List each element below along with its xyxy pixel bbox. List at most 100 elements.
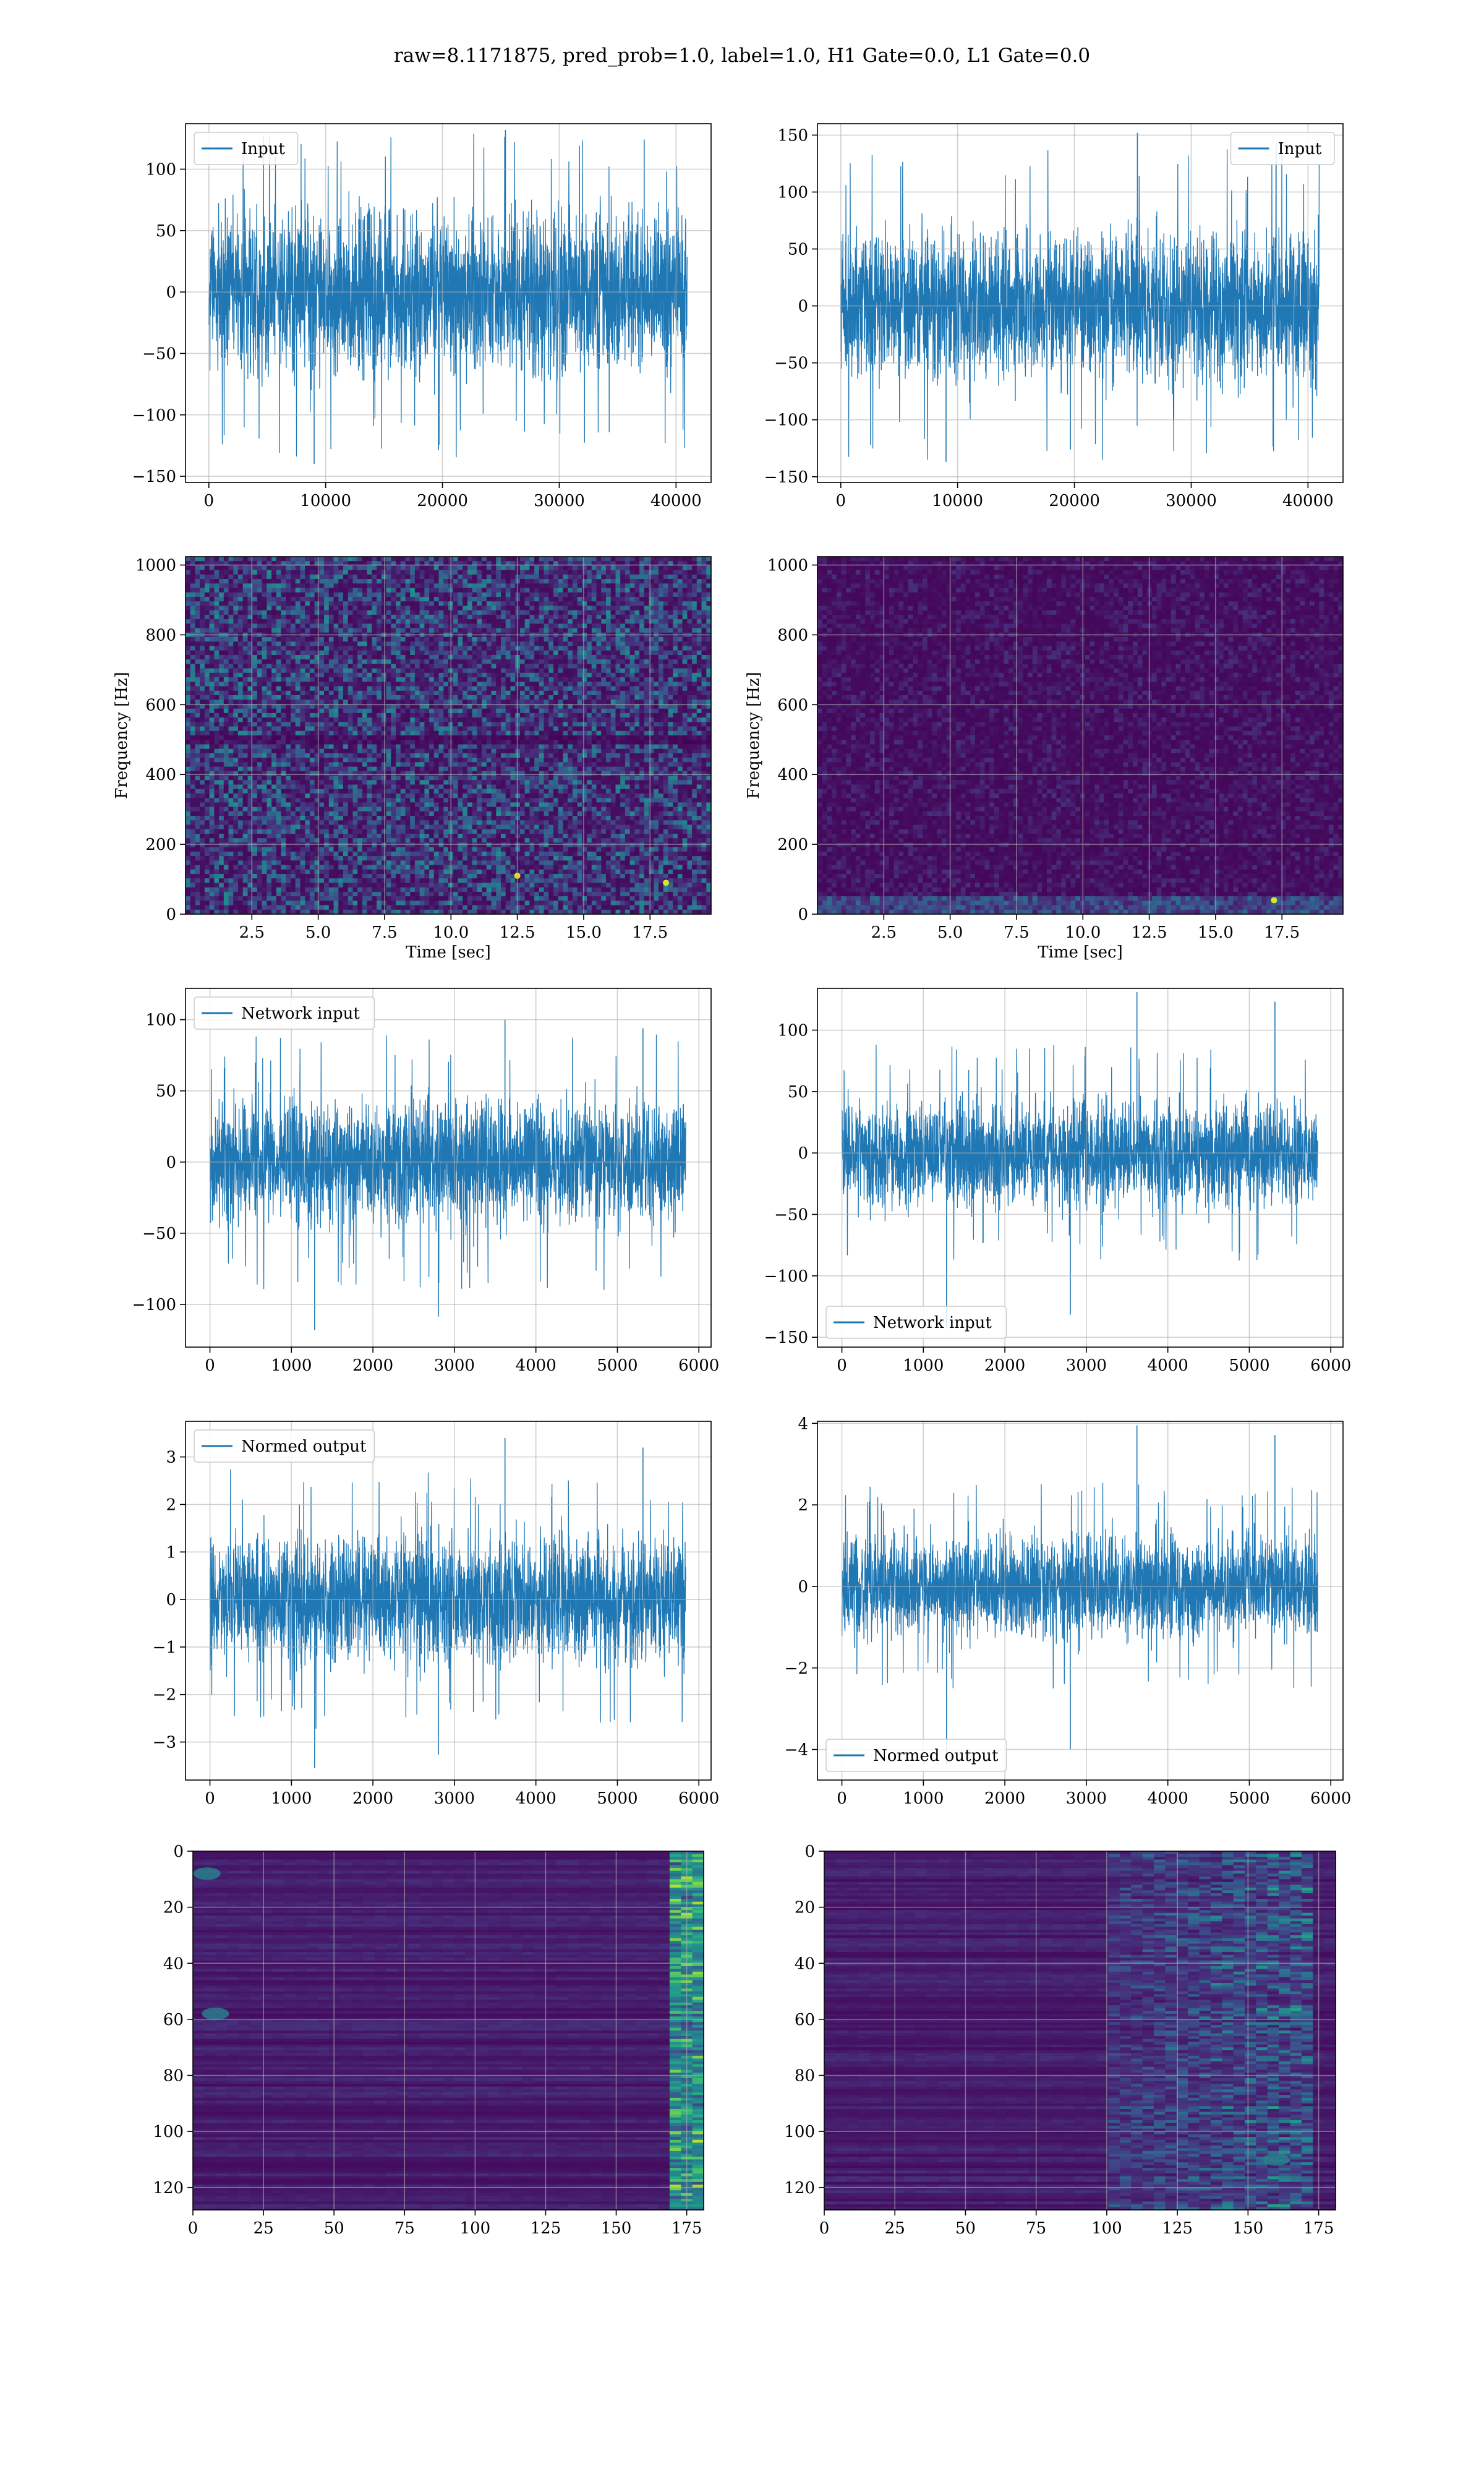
heatmap-cell [429, 753, 435, 758]
heatmap-cell [625, 690, 631, 696]
heatmap-cell [186, 682, 191, 687]
heatmap-cell [563, 619, 568, 624]
heatmap-cell [209, 588, 215, 593]
heatmap-cell [324, 735, 330, 740]
heatmap-cell [467, 708, 473, 714]
heatmap-cell [372, 628, 377, 633]
heatmap-cell [262, 700, 267, 704]
heatmap-cell [582, 570, 587, 575]
heatmap-cell [372, 753, 377, 758]
plot-area-input-h1 [186, 124, 711, 482]
heatmap-cell [591, 570, 597, 575]
heatmap-cell [649, 606, 654, 611]
heatmap-cell [367, 650, 372, 656]
heatmap-cell [233, 740, 239, 745]
heatmap-cell [433, 641, 440, 647]
heatmap-cell [352, 574, 358, 580]
heatmap-cell [524, 619, 530, 624]
heatmap-cell [429, 708, 435, 714]
heatmap-cell [687, 668, 693, 674]
heatmap-cell [362, 700, 368, 704]
heatmap-cell [501, 557, 506, 562]
heatmap-cell [539, 606, 545, 611]
heatmap-cell [391, 570, 396, 575]
heatmap-cell [654, 610, 659, 615]
heatmap-cell [200, 655, 205, 660]
heatmap-cell [524, 740, 530, 745]
heatmap-cell [247, 619, 253, 624]
heatmap-cell [701, 664, 707, 669]
heatmap-cell [519, 700, 526, 704]
heatmap-cell [247, 672, 253, 678]
heatmap-cell [309, 744, 315, 750]
heatmap-cell [491, 740, 497, 745]
heatmap-cell [267, 592, 272, 597]
heatmap-cell [300, 744, 305, 750]
heatmap-cell [582, 614, 587, 620]
heatmap-cell [649, 704, 654, 709]
heatmap-cell [534, 637, 540, 642]
heatmap-cell [357, 614, 363, 620]
heatmap-cell [362, 668, 368, 674]
heatmap-cell [286, 695, 291, 700]
heatmap-cell [644, 597, 650, 602]
heatmap-cell [544, 744, 549, 750]
heatmap-cell [620, 686, 626, 691]
heatmap-cell [563, 606, 568, 611]
heatmap-cell [505, 726, 511, 732]
heatmap-cell [386, 570, 391, 575]
heatmap-cell [424, 606, 430, 611]
heatmap-cell [563, 682, 568, 687]
heatmap-cell [324, 717, 330, 722]
heatmap-cell [510, 744, 516, 750]
heatmap-cell [410, 628, 416, 633]
heatmap-cell [262, 708, 267, 714]
heatmap-cell [472, 744, 477, 750]
heatmap-cell [190, 704, 195, 709]
heatmap-cell [524, 592, 530, 597]
heatmap-cell [257, 686, 263, 691]
heatmap-cell [458, 708, 463, 714]
heatmap-cell [324, 570, 330, 575]
heatmap-cell [477, 695, 482, 700]
heatmap-cell [625, 561, 631, 566]
axes-frame [185, 123, 712, 483]
heatmap-cell [381, 708, 387, 714]
heatmap-cell [610, 565, 616, 571]
heatmap-cell [572, 579, 578, 584]
heatmap-cell [286, 628, 291, 633]
heatmap-cell [572, 655, 578, 660]
heatmap-cell [563, 565, 568, 571]
heatmap-cell [219, 726, 224, 732]
heatmap-cell [367, 557, 372, 562]
heatmap-cell [233, 717, 239, 722]
heatmap-cell [501, 700, 506, 704]
heatmap-cell [519, 570, 526, 575]
heatmap-cell [381, 561, 387, 566]
heatmap-cell [601, 677, 607, 682]
heatmap-cell [386, 623, 391, 629]
heatmap-cell [257, 583, 263, 589]
heatmap-cell [271, 579, 277, 584]
heatmap-cell [706, 686, 711, 691]
series-line [208, 133, 688, 458]
heatmap-cell [219, 610, 224, 615]
heatmap-cell [472, 637, 477, 642]
heatmap-cell [644, 610, 650, 615]
heatmap-cell [634, 713, 640, 718]
heatmap-cell [396, 686, 401, 691]
heatmap-cell [649, 713, 654, 718]
heatmap-cell [267, 588, 272, 593]
heatmap-cell [477, 650, 482, 656]
heatmap-cell [668, 628, 673, 633]
heatmap-cell [701, 592, 707, 597]
heatmap-cell [548, 690, 554, 696]
heatmap-cell [663, 619, 668, 624]
heatmap-cell [242, 668, 248, 674]
heatmap-cell [659, 690, 664, 696]
heatmap-cell [668, 713, 673, 718]
heatmap-cell [572, 606, 578, 611]
heatmap-cell [429, 726, 435, 732]
heatmap-cell [591, 722, 597, 727]
heatmap-cell [372, 606, 377, 611]
